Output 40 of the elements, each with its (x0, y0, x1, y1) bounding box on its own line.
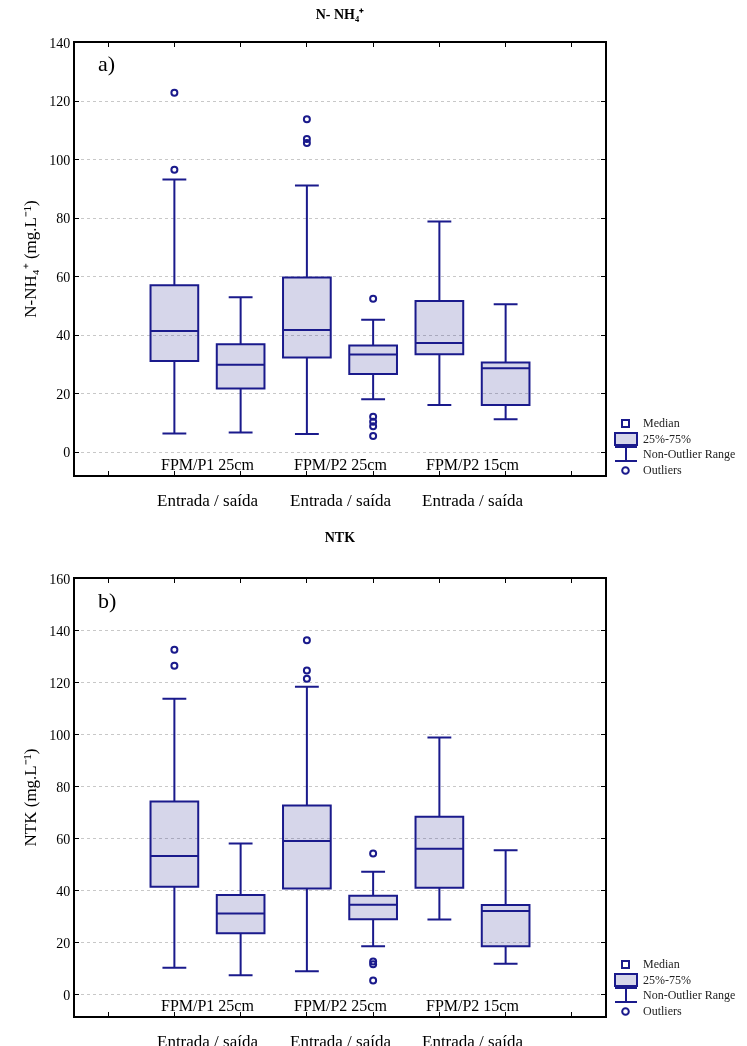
y-tick-label: 120 (49, 675, 71, 691)
y-tick-label: 0 (63, 445, 71, 461)
y-tick-label: 60 (56, 269, 71, 285)
chart-title: NTK (324, 529, 356, 545)
text: Median (643, 956, 680, 972)
y-tick-label: 40 (56, 883, 71, 899)
y-tick-label: 20 (56, 386, 71, 402)
y-tick-label: 140 (49, 35, 71, 51)
annotation: FPM/P2 15cm (426, 997, 520, 1014)
y-tick-label: 80 (56, 779, 71, 795)
chart-title: N- NH₄⁺ (315, 6, 365, 22)
annotation: b) (98, 588, 117, 613)
y-tick-label: 0 (63, 987, 71, 1003)
annotation: FPM/P2 25cm (294, 997, 388, 1014)
text: Entrada / saída (157, 491, 259, 510)
text: Non-Outlier Range (643, 446, 736, 462)
text: Entrada / saída (422, 491, 524, 510)
y-axis-title: NTK (mg.L⁻¹) (21, 748, 41, 847)
y-tick-label: 100 (49, 152, 71, 168)
text: Non-Outlier Range (643, 987, 736, 1003)
annotation: FPM/P2 15cm (426, 456, 520, 473)
text: Median (643, 415, 680, 431)
y-tick-label: 40 (56, 328, 71, 344)
annotation: FPM/P1 25cm (161, 997, 255, 1014)
annotation: a) (98, 51, 116, 76)
y-tick-label: 20 (56, 935, 71, 951)
y-tick-label: 80 (56, 211, 71, 227)
text: Outliers (643, 461, 682, 478)
y-tick-label: 100 (49, 727, 71, 743)
text: 25%-75% (643, 430, 691, 447)
y-tick-label: 160 (49, 571, 71, 587)
text: 25%-75% (643, 971, 691, 988)
y-tick-label: 120 (49, 94, 71, 110)
y-tick-label: 60 (56, 831, 71, 847)
y-axis-title: N-NH₄⁺ (mg.L⁻¹) (21, 200, 41, 318)
y-tick-label: 140 (49, 623, 71, 639)
text: Outliers (643, 1002, 682, 1019)
text: Entrada / saída (290, 491, 392, 510)
annotation: FPM/P1 25cm (161, 456, 255, 473)
annotation: FPM/P2 25cm (294, 456, 388, 473)
